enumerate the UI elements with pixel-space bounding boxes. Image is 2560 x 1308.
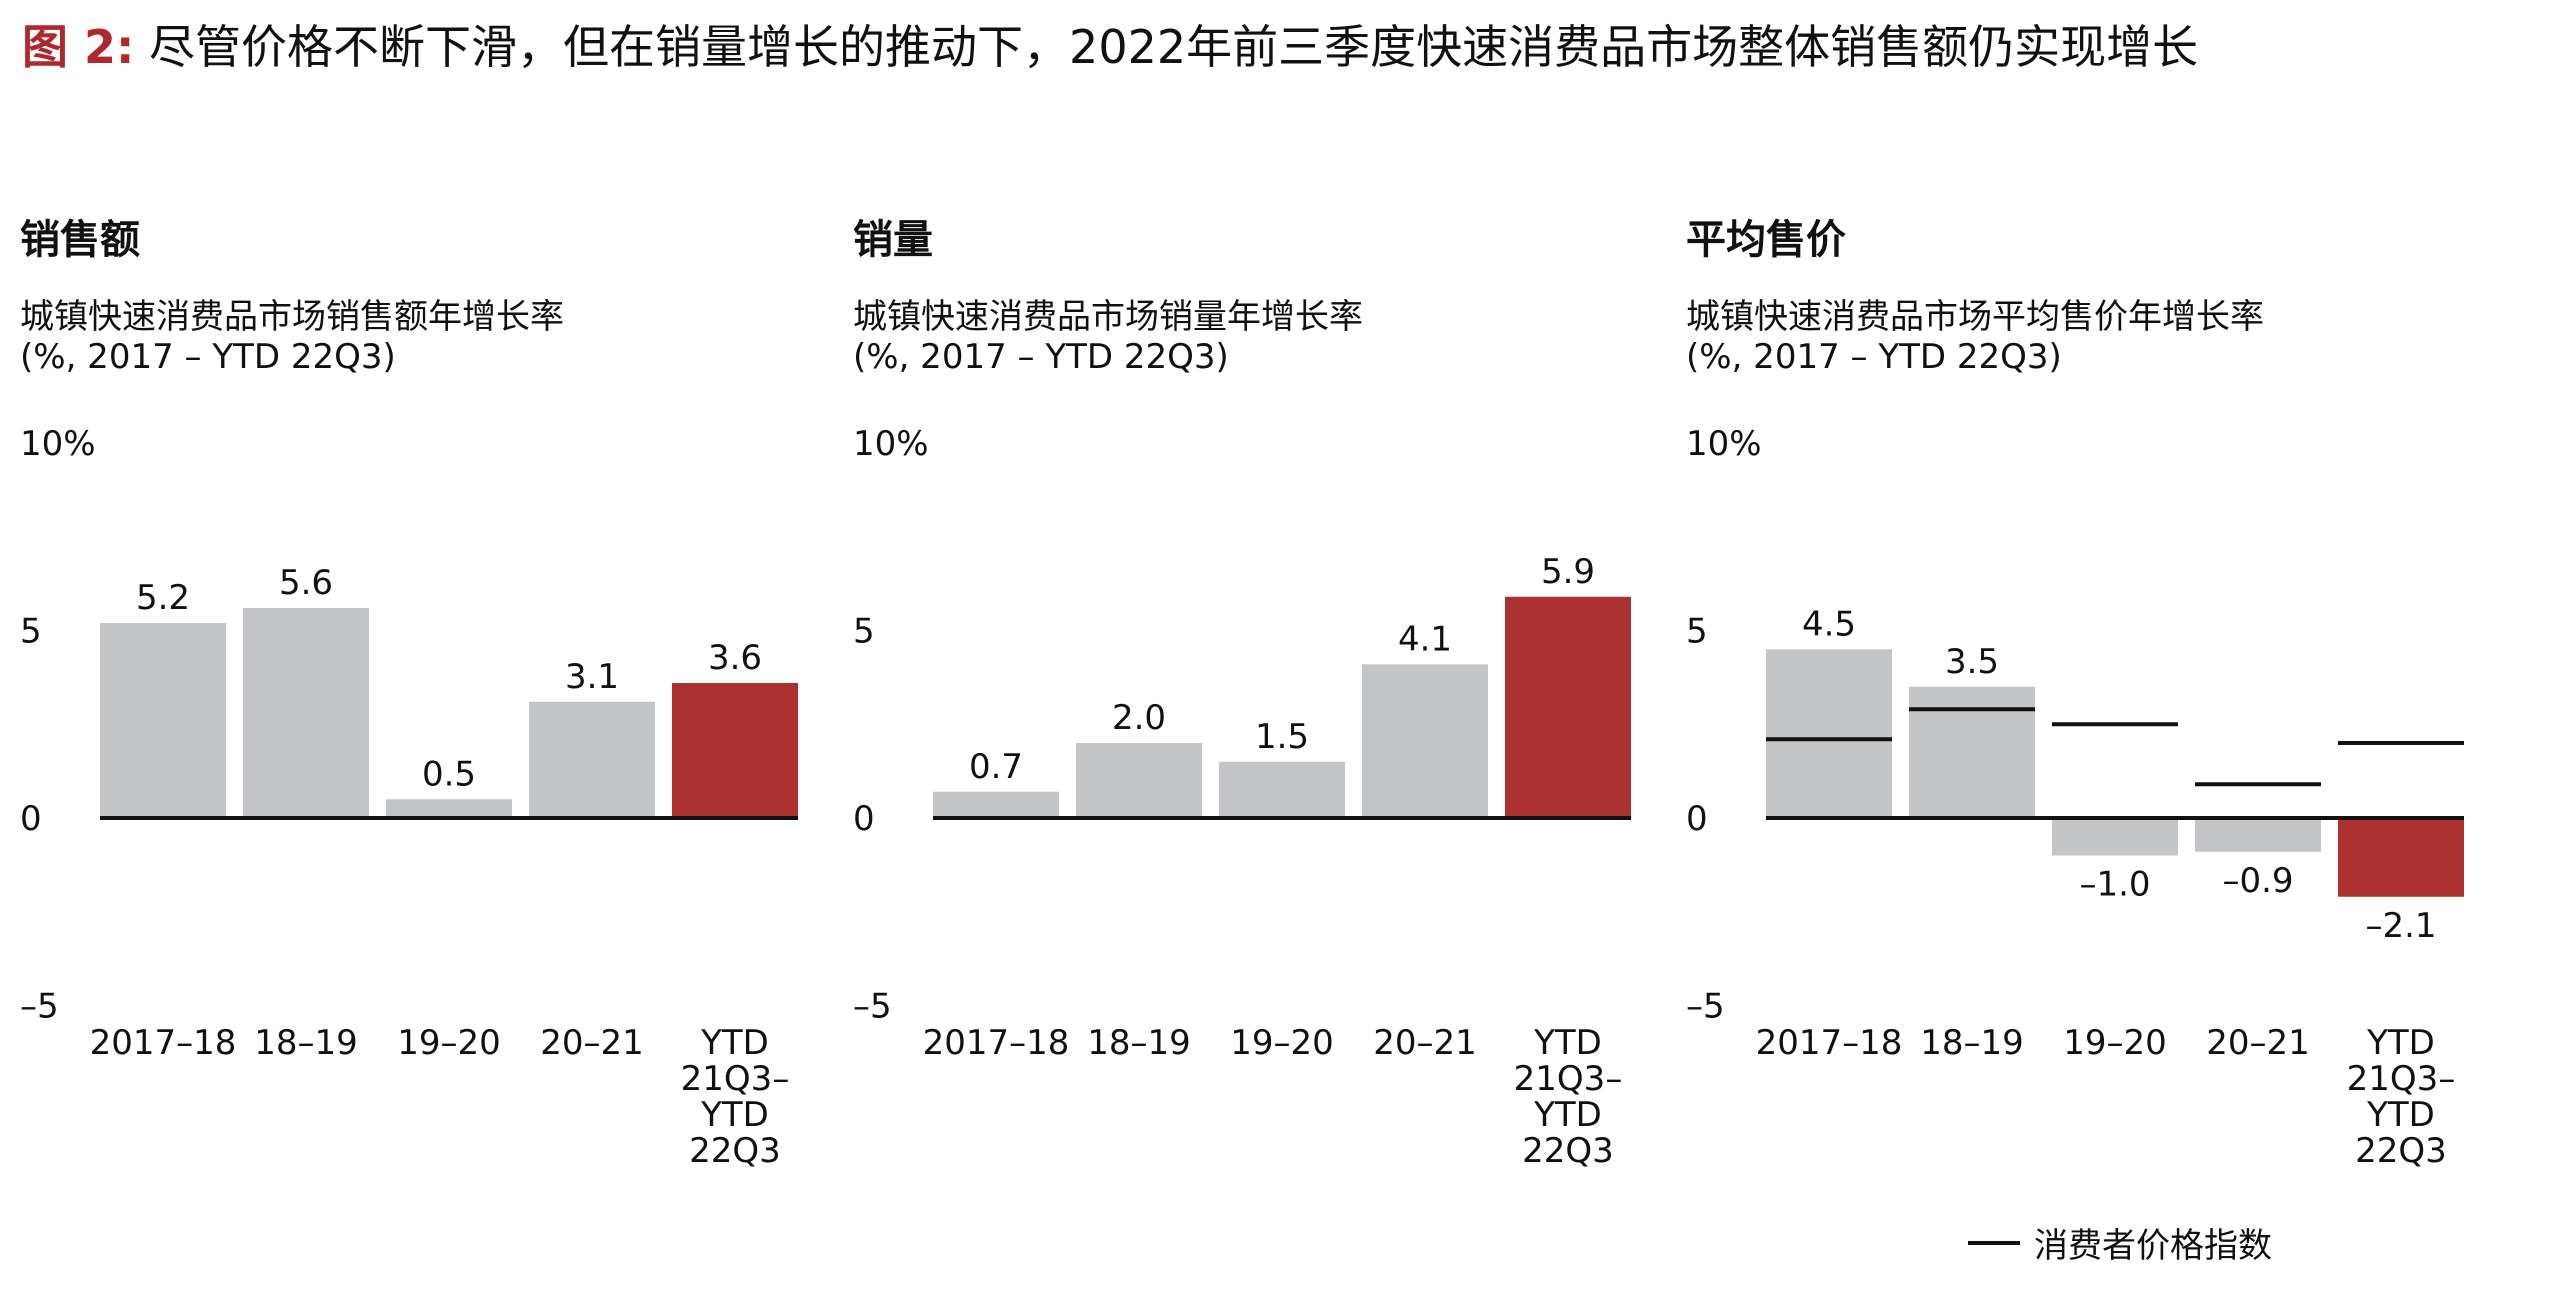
bar [1219, 761, 1345, 818]
data-label: 5.2 [136, 578, 190, 618]
panel-title: 平均售价 [1686, 217, 1846, 263]
subtitle-line-2: (%, 2017 – YTD 22Q3) [20, 337, 396, 377]
panel-title: 销量 [853, 217, 933, 263]
category-label: 2017–18 [90, 1023, 237, 1063]
data-label: 3.6 [708, 638, 762, 678]
bar [1909, 686, 2035, 818]
bar [1362, 664, 1488, 818]
bar [672, 683, 798, 818]
category-label: 18–19 [1920, 1023, 2024, 1063]
category-label: 19–20 [397, 1023, 501, 1063]
bar [529, 701, 655, 818]
data-label: 1.5 [1255, 717, 1309, 757]
category-label: 2017–18 [923, 1023, 1070, 1063]
y-tick-label: 5 [20, 612, 42, 652]
category-label: YTD [1533, 1023, 1602, 1063]
cpi-legend-line-icon [1968, 1240, 2020, 1245]
y-tick-label: 0 [1686, 799, 1708, 839]
category-label: 18–19 [1087, 1023, 1191, 1063]
bar [2195, 818, 2321, 852]
y-tick-label: 0 [20, 799, 42, 839]
bar [1766, 649, 1892, 818]
y-tick-label: 10% [20, 424, 96, 464]
bar [933, 791, 1059, 818]
sales-value-chart: 10% 5 0 –5 5.2 5.6 0.5 3.1 3.6 2017–18 18–19 19–20 2… [20, 424, 798, 1171]
y-tick-label: 5 [853, 612, 875, 652]
category-label: YTD [700, 1023, 769, 1063]
category-label: YTD [700, 1095, 769, 1135]
data-label: 4.1 [1398, 619, 1452, 659]
bar [386, 799, 512, 818]
category-label: 21Q3– [681, 1059, 790, 1099]
data-label: 2.0 [1112, 698, 1166, 738]
subtitle-line-2: (%, 2017 – YTD 22Q3) [1686, 337, 2062, 377]
y-tick-label: –5 [20, 987, 59, 1027]
data-label: –0.9 [2222, 861, 2293, 901]
category-label: 20–21 [1373, 1023, 1477, 1063]
category-label: 22Q3 [2355, 1131, 2447, 1171]
legend: 消费者价格指数 [1968, 1218, 2272, 1267]
subtitle-line-1: 城镇快速消费品市场销售额年增长率 [20, 297, 564, 337]
figure-title-text: 尽管价格不断下滑，但在销量增长的推动下，2022年前三季度快速消费品市场整体销售… [149, 20, 2199, 74]
category-label: 22Q3 [689, 1131, 781, 1171]
category-label: 19–20 [2063, 1023, 2167, 1063]
data-label: 5.6 [279, 563, 333, 603]
panel-subtitle: 城镇快速消费品市场销售额年增长率 (%, 2017 – YTD 22Q3) [20, 297, 564, 377]
y-tick-label: –5 [1686, 987, 1725, 1027]
bar [1505, 596, 1631, 818]
category-label: 21Q3– [2347, 1059, 2456, 1099]
y-tick-label: 10% [853, 424, 929, 464]
bar [2052, 818, 2178, 856]
category-label: YTD [1533, 1095, 1602, 1135]
y-tick-label: –5 [853, 987, 892, 1027]
category-label: 19–20 [1230, 1023, 1334, 1063]
panel-average-price: 10% 5 0 –5 4.5 3.5 –1.0 –0.9 –2.1 2017–18 18–19 19–… [1686, 195, 2476, 1195]
subtitle-line-2: (%, 2017 – YTD 22Q3) [853, 337, 1229, 377]
data-label: 0.7 [969, 747, 1023, 787]
category-label: 20–21 [540, 1023, 644, 1063]
data-label: 3.1 [565, 657, 619, 697]
average-price-chart: 10% 5 0 –5 4.5 3.5 –1.0 –0.9 –2.1 2017–18 18–19 19–… [1686, 424, 2464, 1171]
cpi-legend-label: 消费者价格指数 [2034, 1226, 2272, 1266]
category-label: YTD [2366, 1023, 2435, 1063]
bar [1076, 743, 1202, 818]
category-label: 20–21 [2206, 1023, 2310, 1063]
bar [100, 623, 226, 818]
y-tick-label: 10% [1686, 424, 1762, 464]
data-label: 5.9 [1541, 552, 1595, 592]
category-label: 2017–18 [1756, 1023, 1903, 1063]
category-label: YTD [2366, 1095, 2435, 1135]
y-tick-label: 0 [853, 799, 875, 839]
subtitle-line-1: 城镇快速消费品市场销量年增长率 [853, 297, 1363, 337]
category-label: 18–19 [254, 1023, 358, 1063]
data-label: –1.0 [2079, 865, 2150, 905]
data-label: –2.1 [2365, 906, 2436, 946]
panel-sales-volume: 10% 5 0 –5 0.7 2.0 1.5 4.1 5.9 2017–18 18–19 19–20 2… [853, 195, 1643, 1195]
panel-subtitle: 城镇快速消费品市场平均售价年增长率 (%, 2017 – YTD 22Q3) [1686, 297, 2264, 377]
subtitle-line-1: 城镇快速消费品市场平均售价年增长率 [1686, 297, 2264, 337]
bar [243, 608, 369, 818]
data-label: 3.5 [1945, 642, 1999, 682]
figure-label: 图 2: [22, 20, 135, 74]
figure-title: 图 2: 尽管价格不断下滑，但在销量增长的推动下，2022年前三季度快速消费品市… [22, 14, 2198, 80]
panel-subtitle: 城镇快速消费品市场销量年增长率 (%, 2017 – YTD 22Q3) [853, 297, 1363, 377]
bar [2338, 818, 2464, 897]
panel-sales-value: 10% 5 0 –5 5.2 5.6 0.5 3.1 3.6 2017–18 18–19 19–20 2… [20, 195, 810, 1195]
panel-title: 销售额 [20, 217, 140, 263]
data-label: 0.5 [422, 754, 476, 794]
category-label: 21Q3– [1514, 1059, 1623, 1099]
sales-volume-chart: 10% 5 0 –5 0.7 2.0 1.5 4.1 5.9 2017–18 18–19 19–20 2… [853, 424, 1631, 1171]
data-label: 4.5 [1802, 604, 1856, 644]
category-label: 22Q3 [1522, 1131, 1614, 1171]
y-tick-label: 5 [1686, 612, 1708, 652]
